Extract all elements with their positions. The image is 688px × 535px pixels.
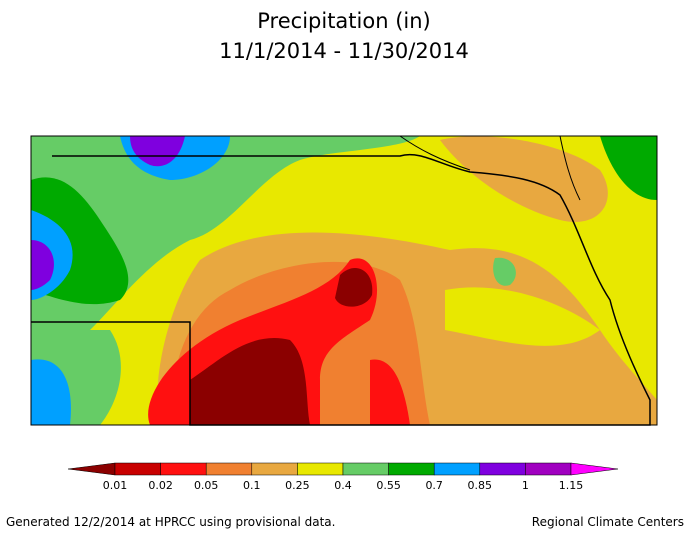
legend-label: 0.7 bbox=[425, 479, 443, 492]
legend-label: 0.55 bbox=[376, 479, 401, 492]
legend-swatch bbox=[114, 462, 161, 476]
legend-label: 0.02 bbox=[148, 479, 173, 492]
legend-swatch bbox=[570, 462, 619, 476]
legend-swatch bbox=[525, 462, 572, 476]
legend-label: 0.1 bbox=[243, 479, 261, 492]
legend-swatch bbox=[433, 462, 481, 476]
legend-label: 0.25 bbox=[285, 479, 310, 492]
legend-swatch bbox=[205, 462, 253, 476]
footer-right: Regional Climate Centers bbox=[532, 515, 684, 529]
legend-swatch bbox=[342, 462, 389, 476]
legend-label: 0.85 bbox=[468, 479, 493, 492]
legend-label: 0.4 bbox=[334, 479, 352, 492]
legend-swatch bbox=[251, 462, 298, 476]
footer-left: Generated 12/2/2014 at HPRCC using provi… bbox=[6, 515, 335, 529]
legend-swatch bbox=[479, 462, 526, 476]
legend-swatch bbox=[388, 462, 435, 476]
title: Precipitation (in) bbox=[257, 9, 430, 33]
map bbox=[30, 135, 658, 426]
legend-swatch bbox=[67, 462, 116, 476]
legend-label: 0.05 bbox=[194, 479, 219, 492]
legend-label: 1 bbox=[522, 479, 529, 492]
subtitle: 11/1/2014 - 11/30/2014 bbox=[219, 39, 469, 63]
legend-label: 0.01 bbox=[103, 479, 128, 492]
legend-label: 1.15 bbox=[559, 479, 584, 492]
legend-swatch bbox=[160, 462, 207, 476]
legend-swatch bbox=[297, 462, 344, 476]
legend: 0.01 0.02 0.05 0.1 0.25 0.4 0.55 0.7 0.85 1 1.15 bbox=[67, 462, 619, 492]
